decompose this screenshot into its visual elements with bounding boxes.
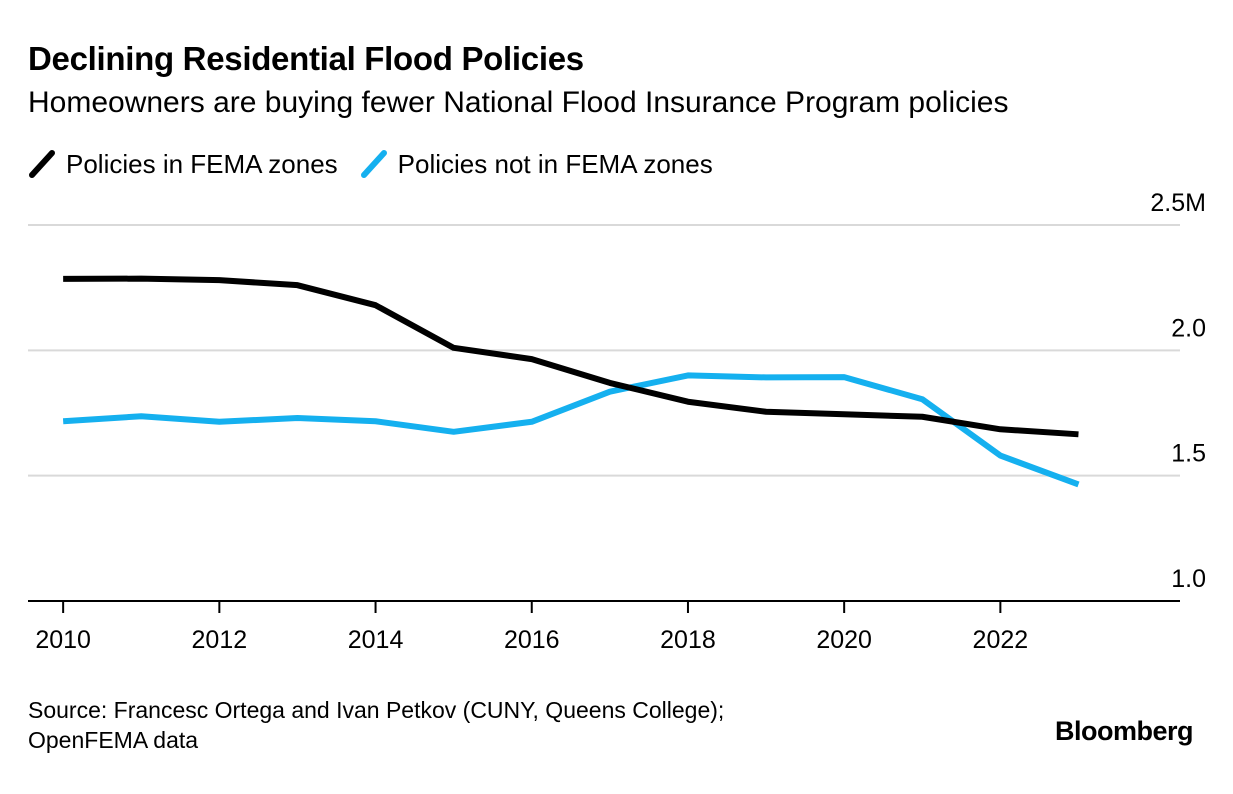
legend-label-non-fema: Policies not in FEMA zones bbox=[397, 148, 713, 179]
source-note: Source: Francesc Ortega and Ivan Petkov … bbox=[28, 695, 724, 755]
legend-label-fema: Policies in FEMA zones bbox=[66, 148, 338, 179]
bloomberg-logo: Bloomberg bbox=[1054, 716, 1194, 746]
x-tick-label: 2016 bbox=[504, 626, 560, 654]
x-tick-label: 2010 bbox=[35, 626, 91, 654]
source-line-2: OpenFEMA data bbox=[28, 727, 199, 753]
chart-legend: Policies in FEMA zones Policies not in F… bbox=[28, 146, 735, 182]
series-line-fema bbox=[63, 275, 1079, 438]
legend-item-fema: Policies in FEMA zones bbox=[28, 149, 338, 180]
x-tick-label: 2012 bbox=[192, 626, 248, 654]
y-tick-label: 2.5M bbox=[1150, 189, 1206, 217]
x-tick-label: 2014 bbox=[348, 626, 404, 654]
y-tick-label: 1.5 bbox=[1171, 440, 1206, 468]
y-tick-label: 1.0 bbox=[1171, 565, 1206, 593]
legend-item-non-fema: Policies not in FEMA zones bbox=[360, 149, 713, 180]
x-tick-label: 2018 bbox=[660, 626, 716, 654]
chart-title: Declining Residential Flood Policies bbox=[28, 40, 584, 77]
series-line-non-fema bbox=[62, 372, 1080, 488]
source-line-1: Source: Francesc Ortega and Ivan Petkov … bbox=[28, 697, 725, 723]
x-tick-label: 2022 bbox=[973, 626, 1029, 654]
x-tick-label: 2020 bbox=[816, 626, 872, 654]
legend-swatch-non-fema bbox=[360, 150, 387, 178]
legend-swatch-fema bbox=[29, 150, 55, 178]
y-tick-label: 2.0 bbox=[1171, 314, 1206, 342]
chart-subtitle: Homeowners are buying fewer National Flo… bbox=[28, 86, 1009, 119]
